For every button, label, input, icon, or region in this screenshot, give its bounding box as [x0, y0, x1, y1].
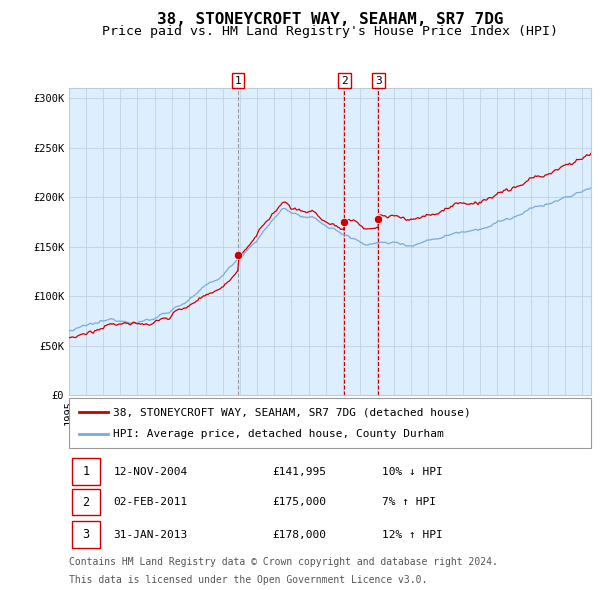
- Text: This data is licensed under the Open Government Licence v3.0.: This data is licensed under the Open Gov…: [69, 575, 427, 585]
- Text: 2: 2: [341, 76, 348, 86]
- Text: Price paid vs. HM Land Registry's House Price Index (HPI): Price paid vs. HM Land Registry's House …: [102, 25, 558, 38]
- Text: 2: 2: [82, 496, 89, 509]
- FancyBboxPatch shape: [69, 398, 591, 448]
- Text: Contains HM Land Registry data © Crown copyright and database right 2024.: Contains HM Land Registry data © Crown c…: [69, 558, 498, 568]
- Text: 38, STONEYCROFT WAY, SEAHAM, SR7 7DG (detached house): 38, STONEYCROFT WAY, SEAHAM, SR7 7DG (de…: [113, 407, 471, 417]
- FancyBboxPatch shape: [71, 522, 100, 548]
- Text: £178,000: £178,000: [272, 530, 326, 540]
- Text: 02-FEB-2011: 02-FEB-2011: [113, 497, 188, 507]
- Text: £141,995: £141,995: [272, 467, 326, 477]
- Text: 3: 3: [82, 528, 89, 541]
- Text: 31-JAN-2013: 31-JAN-2013: [113, 530, 188, 540]
- Text: 38, STONEYCROFT WAY, SEAHAM, SR7 7DG: 38, STONEYCROFT WAY, SEAHAM, SR7 7DG: [157, 12, 503, 27]
- FancyBboxPatch shape: [71, 489, 100, 515]
- Text: HPI: Average price, detached house, County Durham: HPI: Average price, detached house, Coun…: [113, 430, 444, 440]
- Text: 3: 3: [375, 76, 382, 86]
- Text: 12% ↑ HPI: 12% ↑ HPI: [382, 530, 443, 540]
- Text: 1: 1: [82, 465, 89, 478]
- Text: 10% ↓ HPI: 10% ↓ HPI: [382, 467, 443, 477]
- FancyBboxPatch shape: [71, 458, 100, 485]
- Text: £175,000: £175,000: [272, 497, 326, 507]
- Text: 7% ↑ HPI: 7% ↑ HPI: [382, 497, 436, 507]
- Text: 12-NOV-2004: 12-NOV-2004: [113, 467, 188, 477]
- Text: 1: 1: [235, 76, 241, 86]
